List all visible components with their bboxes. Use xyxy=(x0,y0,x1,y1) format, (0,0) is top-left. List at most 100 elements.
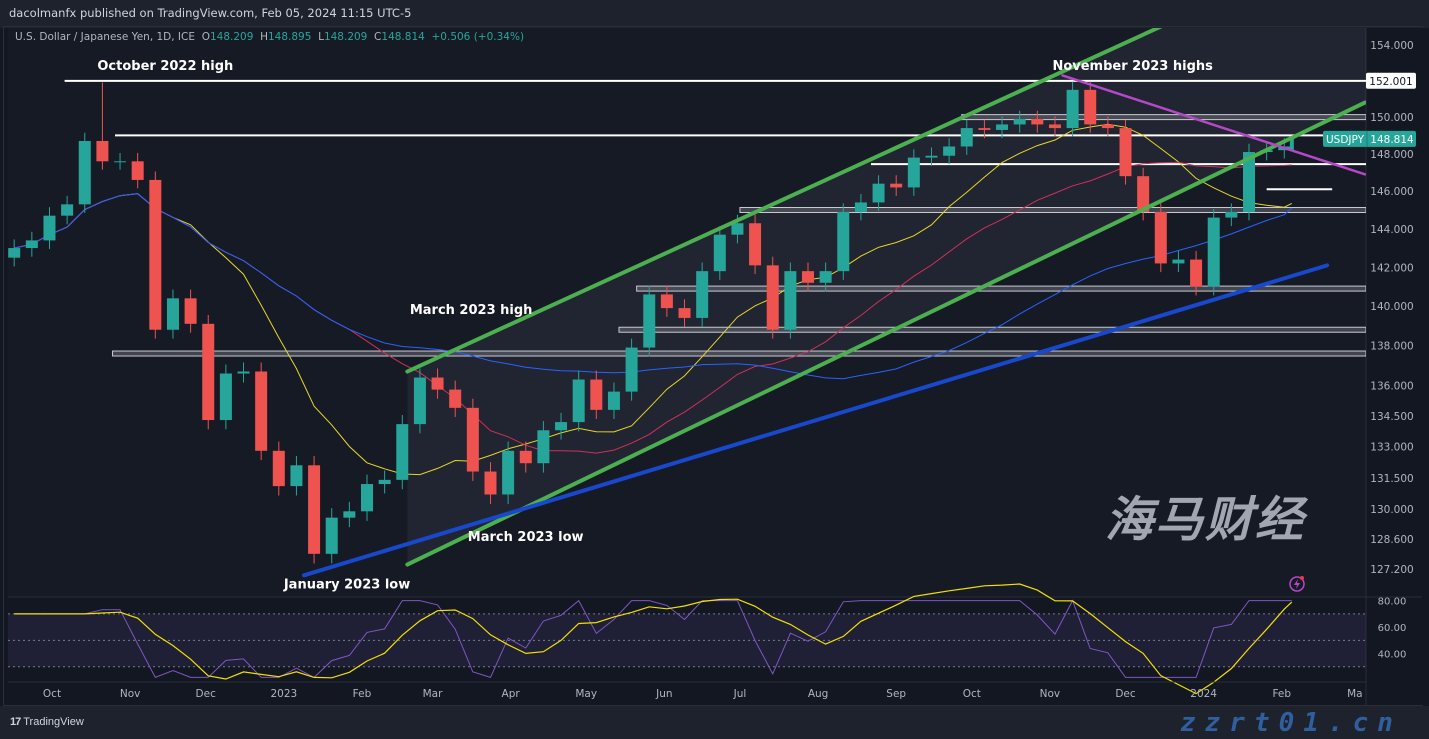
candle xyxy=(696,262,709,327)
candle xyxy=(713,226,726,280)
candle xyxy=(537,421,550,473)
support-resistance-band xyxy=(739,206,1366,213)
candle-body xyxy=(1066,89,1079,129)
candle xyxy=(1172,250,1185,273)
candle xyxy=(166,289,179,339)
time-axis-tick: Dec xyxy=(1115,688,1136,700)
price-axis-tick: 128.600 xyxy=(1370,534,1413,546)
candle xyxy=(678,299,691,327)
candle xyxy=(502,441,515,504)
time-axis-tick: Mar xyxy=(423,688,443,700)
candle-body xyxy=(837,211,850,272)
rsi-axis-tick: 60.00 xyxy=(1378,623,1407,634)
candle-body xyxy=(890,183,903,188)
last-price-badge xyxy=(1323,130,1416,147)
candle-body xyxy=(114,161,127,163)
candle-body xyxy=(978,128,991,130)
time-axis-tick: Ma xyxy=(1347,688,1363,700)
candle xyxy=(8,239,21,267)
candle xyxy=(978,119,991,139)
candle xyxy=(431,368,444,399)
support-resistance-band xyxy=(961,114,1366,121)
candle xyxy=(308,455,321,564)
candle-body xyxy=(308,465,321,554)
symbol-description: U.S. Dollar / Japanese Yen, 1D, ICE xyxy=(15,31,195,43)
time-axis-tick: 2024 xyxy=(1190,688,1217,700)
candle-body xyxy=(802,271,814,283)
candle-body xyxy=(131,161,144,180)
candle xyxy=(43,207,56,250)
symbol-legend: U.S. Dollar / Japanese Yen, 1D, ICE O 148… xyxy=(15,31,524,43)
price-axis-tick: 134.500 xyxy=(1370,411,1413,423)
candle xyxy=(749,214,762,275)
time-axis-tick: Oct xyxy=(963,688,981,700)
tradingview-logo[interactable]: 17 TradingView xyxy=(10,716,84,728)
candle-body xyxy=(1154,211,1167,264)
time-axis-tick: Sep xyxy=(886,688,906,700)
open-label: O xyxy=(201,31,210,43)
candle-body xyxy=(784,271,797,330)
time-axis-tick: Nov xyxy=(1040,688,1061,700)
annotation-label: January 2023 low xyxy=(283,577,410,592)
candle xyxy=(219,364,232,430)
candle xyxy=(960,119,973,155)
candle-body xyxy=(255,371,268,451)
close-value: 148.814 xyxy=(381,31,425,43)
watermark-site: zzrt01.cn xyxy=(1180,708,1402,738)
candle xyxy=(78,132,91,213)
candle-body xyxy=(678,308,691,318)
low-value: 148.209 xyxy=(323,31,368,43)
time-axis-tick: 2023 xyxy=(270,688,297,700)
time-axis-tick: Feb xyxy=(1272,688,1291,700)
price-axis-tick: 150.000 xyxy=(1370,112,1413,124)
candle-body xyxy=(361,484,373,512)
candle-body xyxy=(907,157,920,188)
candle-body xyxy=(713,234,726,272)
candle-body xyxy=(1031,118,1044,125)
candle xyxy=(396,414,409,490)
candle xyxy=(1190,250,1203,296)
rsi-axis-tick: 80.00 xyxy=(1378,597,1407,608)
time-axis-tick: Dec xyxy=(196,688,217,700)
price-label-152: 152.001 xyxy=(1369,76,1412,88)
candle-body xyxy=(166,298,179,330)
candle xyxy=(184,289,197,333)
candle xyxy=(149,171,162,339)
candle-body xyxy=(660,294,673,309)
annotation-label: October 2022 high xyxy=(97,59,233,74)
candle xyxy=(1048,116,1061,137)
high-label: H xyxy=(260,31,268,43)
candle xyxy=(1031,110,1044,133)
price-axis-tick: 136.000 xyxy=(1370,381,1413,393)
candle-body xyxy=(572,379,585,423)
candle xyxy=(361,474,373,521)
candle-body xyxy=(1243,152,1255,212)
candle-body xyxy=(290,465,303,487)
candle xyxy=(237,362,250,383)
candle xyxy=(802,262,814,292)
lightning-icon-ring xyxy=(1289,576,1305,592)
candle xyxy=(837,203,850,280)
candle-body xyxy=(749,223,762,266)
candle-body xyxy=(643,294,656,348)
candle-body xyxy=(819,271,832,283)
support-resistance-band xyxy=(111,350,1366,357)
candle-body xyxy=(555,422,568,431)
candle xyxy=(449,380,462,417)
time-axis-tick: Oct xyxy=(43,688,61,700)
candle xyxy=(202,314,215,430)
candle xyxy=(466,398,479,481)
candle-body xyxy=(731,223,744,235)
candle-body xyxy=(466,407,479,472)
time-axis-tick: Apr xyxy=(502,688,521,700)
candle xyxy=(555,412,568,440)
candle-body xyxy=(378,479,391,485)
candle xyxy=(784,262,797,339)
candle-body xyxy=(943,146,956,156)
candle-body xyxy=(1137,176,1150,212)
price-axis-tick: 146.000 xyxy=(1370,186,1413,198)
time-axis-tick: Jun xyxy=(655,688,672,700)
trendline-channel-upper xyxy=(405,28,1163,374)
rsi-ma-line xyxy=(14,583,1293,695)
